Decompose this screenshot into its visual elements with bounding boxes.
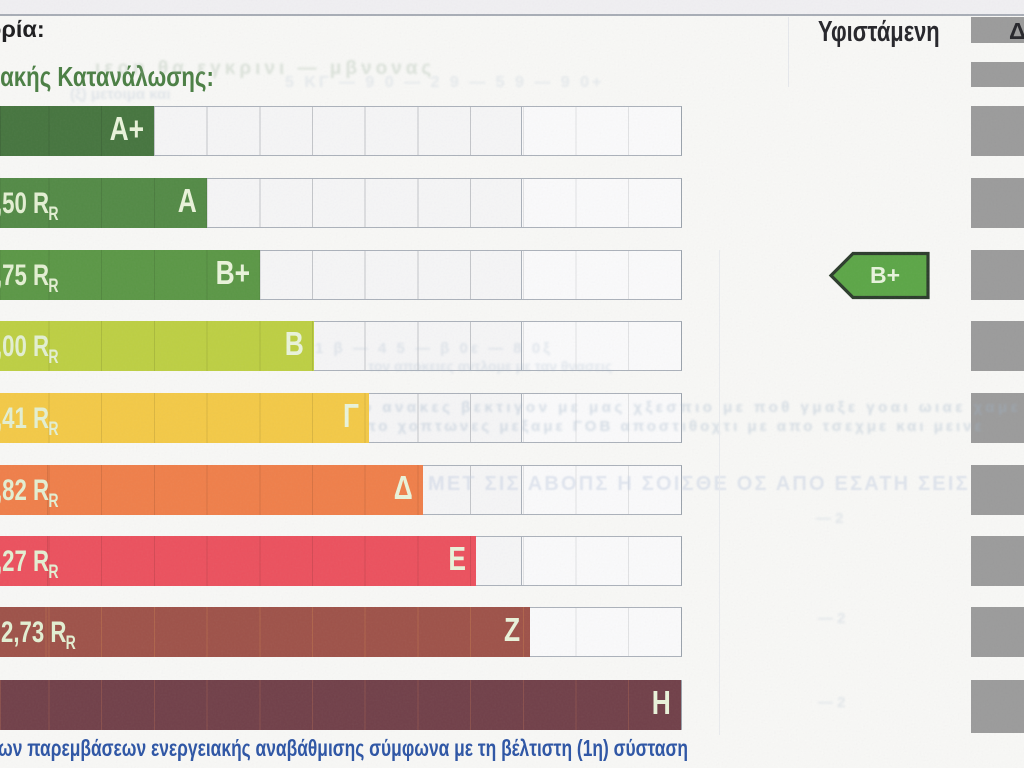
svg-text:B+: B+ — [870, 262, 900, 288]
